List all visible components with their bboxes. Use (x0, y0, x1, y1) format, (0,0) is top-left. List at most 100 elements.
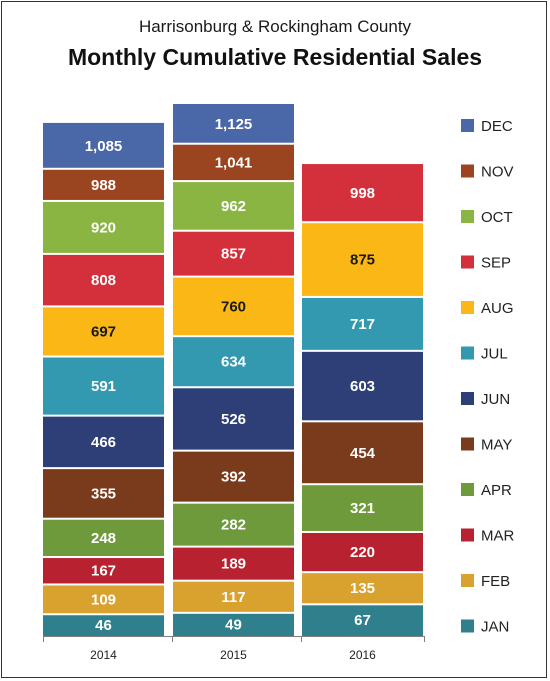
segment-separator (173, 579, 294, 582)
data-label-2016-feb: 135 (350, 580, 375, 597)
bar-segment-2014-feb (43, 584, 164, 615)
bar-segment-2015-mar (173, 546, 294, 581)
bar-segment-2016-may (302, 421, 423, 485)
segment-separator (43, 583, 164, 586)
bar-segment-2015-jan (173, 612, 294, 636)
data-label-2016-mar: 220 (350, 544, 375, 561)
data-label-2015-nov: 1,041 (215, 154, 253, 171)
bar-segment-2015-dec (173, 104, 294, 144)
segment-separator (43, 556, 164, 559)
segment-separator (173, 611, 294, 614)
bar-segment-2014-dec (43, 122, 164, 169)
bar-segment-2014-jun (43, 415, 164, 469)
legend-swatch-jul (461, 346, 474, 360)
data-label-2014-jul: 591 (91, 378, 116, 395)
segment-separator (302, 221, 423, 224)
legend-swatch-apr (461, 483, 474, 496)
data-label-2014-may: 355 (91, 485, 116, 502)
data-label-2014-oct: 920 (91, 219, 116, 236)
segment-separator (43, 414, 164, 417)
segment-separator (173, 229, 294, 232)
bar-segment-2015-apr (173, 502, 294, 547)
bar-segment-2015-nov (173, 143, 294, 182)
segment-separator (173, 335, 294, 338)
legend: DEC NOV OCT SEP AUG JUL JUN MAY APR MAR FEB JAN (461, 118, 515, 636)
bar-segment-2014-apr (43, 518, 164, 558)
segment-separator (43, 467, 164, 470)
data-label-2016-jan: 67 (354, 612, 371, 629)
segment-separator (173, 501, 294, 504)
legend-label-sep: SEP (481, 255, 511, 272)
bar-segment-2015-may (173, 450, 294, 503)
bar-segment-2014-mar (43, 557, 164, 585)
legend-label-aug: AUG (481, 300, 514, 317)
data-label-2016-aug: 875 (350, 252, 375, 269)
legend-label-dec: DEC (481, 118, 513, 135)
bar-segment-2014-jan (43, 614, 164, 636)
legend-swatch-sep (461, 255, 474, 269)
segment-separator (302, 603, 423, 606)
segment-separator (43, 167, 164, 170)
bar-segment-2016-aug (302, 222, 423, 297)
legend-swatch-dec (461, 119, 474, 132)
bar-segment-2016-jul (302, 296, 423, 351)
data-label-2014-dec: 1,085 (85, 138, 123, 155)
bar-segment-2014-sep (43, 253, 164, 307)
data-label-2014-jan: 46 (95, 617, 112, 634)
bar-segment-2014-nov (43, 168, 164, 201)
legend-swatch-mar (461, 528, 474, 542)
legend-label-jun: JUN (481, 391, 510, 408)
segment-separator (43, 355, 164, 358)
bar-segment-2015-jun (173, 387, 294, 451)
data-label-2016-apr: 321 (350, 500, 375, 517)
segment-separator (43, 305, 164, 308)
segment-separator (43, 199, 164, 202)
data-label-2014-nov: 988 (91, 177, 116, 194)
segment-separator (43, 517, 164, 520)
segment-separator (43, 252, 164, 255)
bar-segment-2016-apr (302, 484, 423, 532)
bar-segment-2016-mar (302, 531, 423, 573)
x-tick-label-2014: 2014 (90, 648, 117, 662)
segment-separator (173, 180, 294, 183)
data-label-2015-apr: 282 (221, 517, 246, 534)
bar-segment-2015-sep (173, 230, 294, 277)
bar-segment-2016-jan (302, 604, 423, 636)
data-label-2015-jul: 634 (221, 354, 247, 371)
data-label-2015-may: 392 (221, 469, 246, 486)
bar-segment-2015-aug (173, 276, 294, 337)
bar-segment-2015-oct (173, 181, 294, 231)
bar-segment-2016-sep (302, 164, 423, 223)
legend-swatch-nov (461, 164, 474, 178)
segment-separator (43, 613, 164, 616)
legend-label-feb: FEB (481, 573, 510, 590)
segment-separator (173, 545, 294, 548)
data-label-2015-sep: 857 (221, 246, 246, 263)
data-label-2015-aug: 760 (221, 298, 246, 315)
legend-swatch-jun (461, 392, 474, 405)
data-label-2015-feb: 117 (221, 589, 245, 606)
legend-swatch-aug (461, 301, 474, 314)
data-label-2016-jun: 603 (350, 378, 375, 395)
bar-segment-2015-jul (173, 336, 294, 388)
bar-segment-2014-may (43, 468, 164, 519)
segment-separator (173, 142, 294, 145)
segment-separator (173, 386, 294, 389)
bar-segment-2015-feb (173, 580, 294, 613)
x-axis: 2014 2015 2016 (43, 636, 425, 662)
legend-label-nov: NOV (481, 164, 514, 181)
data-label-2015-jan: 49 (225, 616, 242, 633)
data-label-2014-mar: 167 (91, 563, 116, 580)
data-label-2016-sep: 998 (350, 185, 375, 202)
data-label-2016-may: 454 (350, 445, 376, 462)
chart-title: Monthly Cumulative Residential Sales (67, 44, 483, 70)
bar-segment-2016-jun (302, 350, 423, 422)
segment-separator (302, 483, 423, 486)
bar-segment-2014-oct (43, 200, 164, 254)
bar-segment-2016-feb (302, 572, 423, 605)
data-label-2014-apr: 248 (91, 530, 116, 547)
x-tick-label-2015: 2015 (220, 648, 247, 662)
data-label-2014-aug: 697 (91, 323, 116, 340)
data-label-2014-sep: 808 (91, 272, 116, 289)
segment-separator (302, 349, 423, 352)
